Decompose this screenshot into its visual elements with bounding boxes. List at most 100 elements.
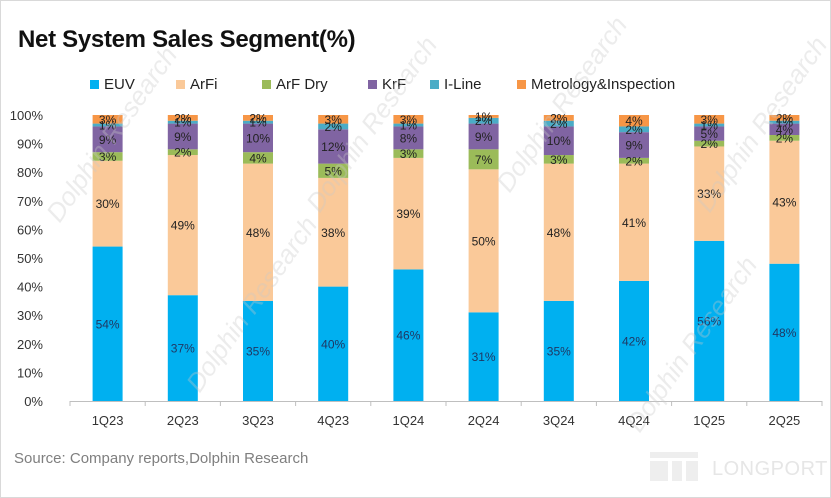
bar-segment-arf-dry: [243, 152, 273, 164]
data-label: 41%: [622, 216, 646, 230]
legend-item: Metrology&Inspection: [517, 76, 675, 93]
data-label: 2%: [174, 111, 192, 125]
bar-segment-euv: [619, 280, 649, 401]
data-label: 38%: [321, 226, 345, 240]
legend-swatch: [90, 80, 99, 89]
bar-segment-arf-dry: [167, 149, 198, 156]
bar-segment-metrology-inspection: [318, 115, 349, 124]
bar-segment-arf-dry: [318, 163, 349, 178]
x-tick-label: 1Q23: [92, 413, 124, 428]
bar-stack-1Q24: [393, 115, 424, 401]
data-label: 43%: [772, 196, 796, 210]
bar-segment-euv: [468, 312, 499, 401]
data-label: 49%: [171, 219, 195, 233]
legend-item: I-Line: [430, 76, 482, 93]
bar-segment-arf-dry: [393, 149, 424, 158]
data-label: 2%: [174, 146, 192, 160]
data-label: 9%: [174, 130, 192, 144]
bar-segment-euv: [543, 300, 574, 401]
bar-stack-3Q23: [243, 115, 273, 401]
chart-title: Net System Sales Segment(%): [18, 26, 356, 53]
bar-segment-arf-dry: [619, 157, 649, 164]
bar-stack-1Q25: [694, 115, 725, 401]
bar-segment-metrology-inspection: [243, 115, 273, 121]
data-label: 5%: [701, 127, 719, 141]
bar-segment-arfi: [92, 160, 123, 247]
x-tick-label: 4Q23: [317, 413, 349, 428]
legend-label: Metrology&Inspection: [531, 76, 676, 93]
data-label: 1%: [400, 119, 418, 133]
bar-segment-arfi: [694, 146, 725, 241]
bar-segment-metrology-inspection: [393, 115, 424, 124]
data-label: 3%: [701, 113, 719, 127]
bar-stack-2Q25: [769, 115, 800, 401]
bar-segment-krf: [243, 123, 273, 153]
data-label: 30%: [96, 197, 120, 211]
bar-segment-metrology-inspection: [468, 115, 499, 118]
data-label: 2%: [625, 123, 643, 137]
bar-segment-krf: [694, 126, 725, 141]
bar-segment-arf-dry: [468, 149, 499, 170]
watermark-brand: LONGPORT: [712, 458, 828, 480]
data-label: 9%: [99, 133, 117, 147]
legend-label: EUV: [104, 76, 135, 93]
data-label: 35%: [547, 344, 571, 358]
data-label: 3%: [550, 153, 568, 167]
data-label: 35%: [246, 344, 270, 358]
bar-stack-4Q23: [318, 115, 349, 401]
y-tick-label: 70%: [17, 194, 43, 209]
bar-segment-arfi: [619, 163, 649, 281]
bar-segment-metrology-inspection: [543, 115, 574, 121]
bar-segment-i-line: [619, 126, 649, 133]
data-label: 37%: [171, 342, 195, 356]
data-label: 8%: [400, 131, 418, 145]
data-label: 2%: [625, 154, 643, 168]
bar-segment-euv: [769, 263, 800, 401]
x-tick-label: 2Q24: [468, 413, 500, 428]
y-tick-label: 80%: [17, 165, 43, 180]
bar-segment-arfi: [243, 163, 273, 301]
bar-segment-metrology-inspection: [92, 115, 123, 124]
bar-segment-arfi: [769, 140, 800, 264]
data-label: 1%: [701, 119, 719, 133]
bar-segment-arfi: [543, 163, 574, 301]
data-label: 48%: [246, 226, 270, 240]
data-label: 50%: [472, 234, 496, 248]
bar-segment-euv: [167, 295, 198, 401]
bar-segment-metrology-inspection: [769, 115, 800, 121]
x-tick-label: 4Q24: [618, 413, 650, 428]
bar-segment-euv: [694, 240, 725, 401]
bar-segment-arf-dry: [769, 135, 800, 141]
bar-segment-euv: [243, 300, 273, 401]
bar-segment-euv: [318, 286, 349, 401]
legend-swatch: [368, 80, 377, 89]
legend-swatch: [517, 80, 526, 89]
legend-label: KrF: [382, 76, 407, 93]
bar-segment-krf: [393, 126, 424, 150]
bar-segment-i-line: [393, 123, 424, 127]
y-tick-label: 30%: [17, 308, 43, 323]
bar-segment-arfi: [318, 177, 349, 287]
y-tick-label: 100%: [10, 108, 44, 123]
bar-segment-metrology-inspection: [167, 115, 198, 121]
x-tick-label: 3Q24: [543, 413, 575, 428]
bar-segment-krf: [619, 132, 649, 158]
bar-segment-i-line: [468, 117, 499, 124]
bar-segment-metrology-inspection: [619, 115, 649, 127]
data-label: 4%: [625, 114, 643, 128]
legend-item: KrF: [368, 76, 406, 93]
legend-swatch: [262, 80, 271, 89]
bar-segment-krf: [769, 123, 800, 136]
data-label: 48%: [772, 326, 796, 340]
bar-segment-i-line: [543, 120, 574, 127]
data-label: 2%: [249, 111, 267, 125]
data-label: 2%: [550, 117, 568, 131]
data-label: 7%: [475, 153, 493, 167]
legend-item: EUV: [90, 76, 135, 93]
bar-segment-arf-dry: [694, 140, 725, 147]
data-label: 2%: [325, 120, 343, 134]
data-label: 1%: [475, 110, 493, 124]
data-label: 10%: [547, 134, 571, 148]
data-label: 33%: [697, 187, 721, 201]
